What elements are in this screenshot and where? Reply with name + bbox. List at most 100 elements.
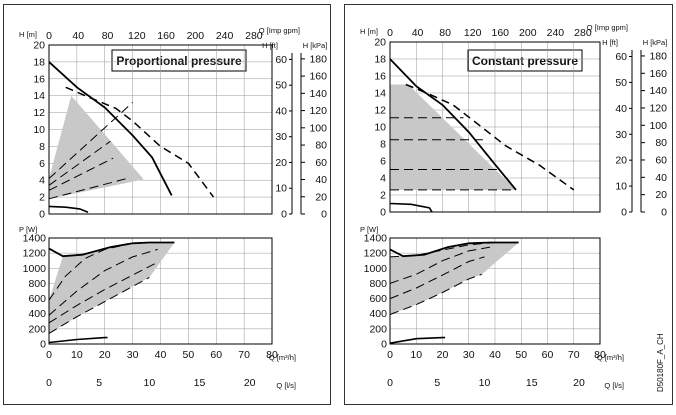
lower-x-tick-left: 30	[127, 349, 139, 361]
lower-x-tick-right: 0	[387, 349, 393, 361]
upper-y-tick-right: 20	[374, 37, 386, 49]
lower-y-tick-right: 200	[369, 323, 387, 335]
lower-y-tick-right: 400	[369, 308, 387, 320]
upper-gpm-tick-right: 0	[387, 27, 393, 39]
upper-max-dashed-curve-right	[405, 83, 575, 191]
lower-x-tick-right: 70	[568, 349, 580, 361]
upper-ylabel-ft-left: H [ft]	[262, 41, 278, 50]
upper-kpa-tick-right: 0	[661, 207, 667, 219]
upper-ft-tick-right: 50	[615, 77, 627, 89]
upper-ylabel-top-right: Q [Imp gpm]	[587, 23, 628, 32]
upper-ft-tick-left: 0	[281, 209, 287, 221]
upper-ylabel-left-left: H [m]	[19, 30, 37, 39]
title-box-right	[467, 49, 583, 72]
lower-max-curve-left	[48, 241, 175, 258]
upper-y-tick-left: 4	[39, 175, 45, 187]
upper-y-tick-left: 18	[33, 56, 45, 68]
upper-ft-tick-right: 10	[615, 181, 627, 193]
upper-gpm-tick-left: 160	[157, 30, 175, 42]
upper-kpa-tick-right: 180	[649, 50, 667, 62]
upper-y-tick-right: 4	[380, 173, 386, 185]
lower-dashed-curve-right-0	[389, 242, 496, 258]
lower-y-tick-left: 1400	[23, 233, 47, 245]
lower-x-tick-left: 80	[266, 349, 278, 361]
lower-y-tick-right: 0	[381, 339, 387, 351]
upper-gpm-tick-right: 160	[491, 27, 509, 39]
lower-axes-box-right	[389, 237, 601, 345]
lower-dashed-curve-right-2	[389, 256, 485, 300]
upper-gpm-tick-right: 280	[574, 27, 592, 39]
lower-dashed-curve-left-0	[48, 242, 133, 301]
upper-gpm-tick-left: 200	[187, 30, 205, 42]
chart-title-right: Constant pressure	[472, 54, 578, 68]
lower-dashed-curve-right-3	[389, 273, 483, 315]
upper-min-curve-left	[48, 205, 89, 214]
upper-max-curve-right	[389, 58, 517, 191]
side-label: D50180F_A_CH	[656, 333, 665, 392]
upper-kpa-tick-left: 20	[315, 191, 327, 203]
lower-y-tick-right: 600	[369, 293, 387, 305]
upper-ft-tick-right: 30	[615, 129, 627, 141]
upper-kpa-tick-right: 140	[649, 85, 667, 97]
upper-kpa-tick-right: 20	[655, 189, 667, 201]
lower-y-tick-right: 1000	[364, 263, 388, 275]
lower-shaded-area-left	[49, 242, 175, 334]
upper-ft-tick-right: 20	[615, 155, 627, 167]
lower-xlabel-ls-left: Q [l/s]	[276, 381, 296, 390]
lower-xlabel-ls-right: Q [l/s]	[604, 381, 624, 390]
upper-kpa-tick-left: 0	[321, 209, 327, 221]
lower-shaded-area-right	[390, 242, 519, 315]
lower-x-tick-right: 10	[410, 349, 422, 361]
upper-y-tick-left: 8	[39, 141, 45, 153]
lower-x-tick-left: 10	[71, 349, 83, 361]
upper-y-tick-left: 10	[33, 124, 45, 136]
upper-y-tick-right: 8	[380, 139, 386, 151]
lower-ylabel-right: P [W]	[360, 225, 378, 234]
upper-y-tick-right: 10	[374, 122, 386, 134]
lower-y-tick-left: 0	[40, 339, 46, 351]
upper-min-curve-right	[389, 202, 433, 213]
upper-ft-tick-left: 10	[275, 183, 287, 195]
upper-gpm-tick-left: 80	[102, 30, 114, 42]
lower-min-curve-right	[389, 336, 446, 344]
upper-control-line-left-0	[48, 102, 133, 179]
upper-shaded-area-right	[390, 84, 516, 190]
upper-ft-tick-right: 40	[615, 103, 627, 115]
upper-gpm-tick-left: 240	[216, 30, 234, 42]
lower-y-tick-left: 200	[28, 323, 46, 335]
upper-shaded-area-left	[49, 95, 144, 199]
upper-y-tick-left: 16	[33, 73, 45, 85]
upper-kpa-tick-left: 140	[309, 88, 327, 100]
lower-y-tick-left: 1000	[23, 263, 47, 275]
lower-dashed-curve-left-2	[48, 263, 156, 324]
upper-y-tick-right: 12	[374, 105, 386, 117]
lower-ls-tick-left: 0	[46, 377, 52, 389]
upper-kpa-tick-left: 120	[309, 105, 327, 117]
lower-y-tick-right: 800	[369, 278, 387, 290]
upper-kpa-tick-right: 80	[655, 137, 667, 149]
upper-kpa-tick-right: 60	[655, 154, 667, 166]
lower-ls-tick-left: 5	[96, 377, 102, 389]
upper-y-tick-left: 2	[39, 192, 45, 204]
upper-gpm-tick-right: 40	[412, 27, 424, 39]
upper-gpm-tick-right: 200	[519, 27, 537, 39]
lower-ls-tick-right: 15	[526, 377, 538, 389]
upper-ft-tick-left: 40	[275, 105, 287, 117]
upper-y-tick-left: 0	[39, 209, 45, 221]
lower-axes-box-left	[48, 237, 273, 345]
lower-ls-tick-right: 5	[434, 377, 440, 389]
lower-x-tick-left: 50	[183, 349, 195, 361]
panel-frame-left	[3, 4, 331, 405]
upper-kpa-tick-left: 80	[315, 140, 327, 152]
upper-ylabel-ft-right: H [ft]	[602, 38, 618, 47]
lower-y-tick-left: 400	[28, 308, 46, 320]
lower-ls-tick-right: 20	[573, 377, 585, 389]
upper-control-line-left-1	[48, 140, 111, 186]
upper-ft-tick-left: 30	[275, 131, 287, 143]
upper-gpm-tick-left: 280	[245, 30, 263, 42]
lower-x-tick-left: 70	[238, 349, 250, 361]
upper-ylabel-kpa-right: H [kPa]	[643, 38, 668, 47]
lower-dashed-curve-right-1	[389, 245, 496, 284]
lower-x-tick-right: 40	[489, 349, 501, 361]
